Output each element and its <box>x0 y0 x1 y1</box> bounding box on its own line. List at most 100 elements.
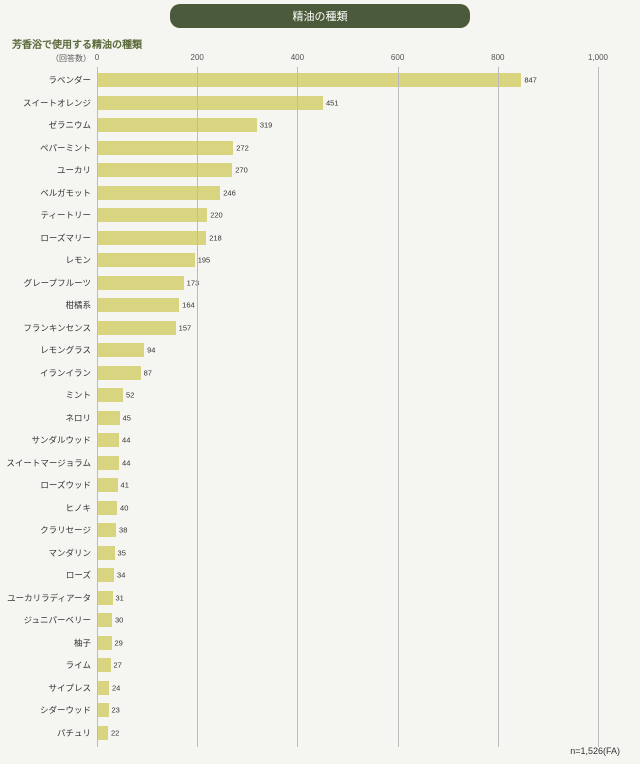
value-label: 27 <box>111 661 122 670</box>
value-label: 246 <box>220 188 236 197</box>
category-label: ユーカリラディアータ <box>6 592 97 604</box>
bar: 52 <box>97 388 123 402</box>
bar-row: グレープフルーツ173 <box>97 272 598 295</box>
bar-row: 柑橘系164 <box>97 294 598 317</box>
bar-row: ゼラニウム319 <box>97 114 598 137</box>
category-label: クラリセージ <box>6 524 97 536</box>
bar: 319 <box>97 118 257 132</box>
bar: 218 <box>97 231 206 245</box>
category-label: ローズマリー <box>6 232 97 244</box>
bar: 34 <box>97 568 114 582</box>
bar: 157 <box>97 321 176 335</box>
value-label: 220 <box>207 211 223 220</box>
x-tick-label: 600 <box>391 53 404 62</box>
category-label: フランキンセンス <box>6 322 97 334</box>
x-tick-label: 1,000 <box>588 53 608 62</box>
value-label: 44 <box>119 436 130 445</box>
bar: 164 <box>97 298 179 312</box>
gridline <box>297 67 298 747</box>
bar: 29 <box>97 636 112 650</box>
category-label: イランイラン <box>6 367 97 379</box>
category-label: 柑橘系 <box>6 299 97 311</box>
bar-row: フランキンセンス157 <box>97 317 598 340</box>
value-label: 272 <box>233 143 249 152</box>
value-label: 24 <box>109 683 120 692</box>
bar-row: シダーウッド23 <box>97 699 598 722</box>
bar: 35 <box>97 546 115 560</box>
value-label: 157 <box>176 323 192 332</box>
value-label: 319 <box>257 121 273 130</box>
bar: 27 <box>97 658 111 672</box>
category-label: ティートリー <box>6 209 97 221</box>
bar: 40 <box>97 501 117 515</box>
bar-row: ローズ34 <box>97 564 598 587</box>
value-label: 41 <box>118 481 129 490</box>
category-label: ミント <box>6 389 97 401</box>
category-label: レモン <box>6 254 97 266</box>
category-label: ラベンダー <box>6 74 97 86</box>
gridline <box>197 67 198 747</box>
bar-row: ライム27 <box>97 654 598 677</box>
bar-row: スイートマージョラム44 <box>97 452 598 475</box>
bar: 270 <box>97 163 232 177</box>
category-label: レモングラス <box>6 344 97 356</box>
bar-row: ヒノキ40 <box>97 497 598 520</box>
bar-row: ユーカリ270 <box>97 159 598 182</box>
category-label: ユーカリ <box>6 164 97 176</box>
category-label: マンダリン <box>6 547 97 559</box>
bar-row: マンダリン35 <box>97 542 598 565</box>
category-label: 柚子 <box>6 637 97 649</box>
gridline <box>398 67 399 747</box>
bar: 41 <box>97 478 118 492</box>
bar-row: レモングラス94 <box>97 339 598 362</box>
category-label: ゼラニウム <box>6 119 97 131</box>
value-label: 22 <box>108 728 119 737</box>
bar-row: スイートオレンジ451 <box>97 92 598 115</box>
value-label: 30 <box>112 616 123 625</box>
bar-row: サンダルウッド44 <box>97 429 598 452</box>
bar: 847 <box>97 73 521 87</box>
chart-plot-area: （回答数） ラベンダー847スイートオレンジ451ゼラニウム319ペパーミント2… <box>97 57 598 747</box>
chart-container: （回答数） ラベンダー847スイートオレンジ451ゼラニウム319ペパーミント2… <box>12 57 628 747</box>
category-label: ヒノキ <box>6 502 97 514</box>
bar-row: ティートリー220 <box>97 204 598 227</box>
bar-rows: ラベンダー847スイートオレンジ451ゼラニウム319ペパーミント272ユーカリ… <box>97 69 598 744</box>
value-label: 40 <box>117 503 128 512</box>
value-label: 52 <box>123 391 134 400</box>
bar: 44 <box>97 456 119 470</box>
category-label: スイートオレンジ <box>6 97 97 109</box>
value-label: 34 <box>114 571 125 580</box>
bar: 24 <box>97 681 109 695</box>
bar: 94 <box>97 343 144 357</box>
gridline <box>598 67 599 747</box>
bar: 195 <box>97 253 195 267</box>
category-label: ペパーミント <box>6 142 97 154</box>
category-label: サイプレス <box>6 682 97 694</box>
bar: 45 <box>97 411 120 425</box>
category-label: ローズウッド <box>6 479 97 491</box>
value-label: 218 <box>206 233 222 242</box>
chart-title-bar: 精油の種類 <box>170 4 470 28</box>
bar-row: ペパーミント272 <box>97 137 598 160</box>
bar-row: レモン195 <box>97 249 598 272</box>
bar: 451 <box>97 96 323 110</box>
bar-row: ユーカリラディアータ31 <box>97 587 598 610</box>
category-label: スイートマージョラム <box>6 457 97 469</box>
y-axis-caption: （回答数） <box>6 53 91 64</box>
bar: 38 <box>97 523 116 537</box>
x-tick-label: 800 <box>491 53 504 62</box>
bar-row: ローズマリー218 <box>97 227 598 250</box>
bar-row: ローズウッド41 <box>97 474 598 497</box>
x-tick-label: 0 <box>95 53 99 62</box>
bar: 173 <box>97 276 184 290</box>
sample-size-note: n=1,526(FA) <box>570 746 620 756</box>
value-label: 451 <box>323 98 339 107</box>
gridline <box>498 67 499 747</box>
bar: 220 <box>97 208 207 222</box>
bar-row: サイプレス24 <box>97 677 598 700</box>
value-label: 45 <box>120 413 131 422</box>
category-label: サンダルウッド <box>6 434 97 446</box>
bar: 246 <box>97 186 220 200</box>
value-label: 23 <box>109 706 120 715</box>
bar: 31 <box>97 591 113 605</box>
